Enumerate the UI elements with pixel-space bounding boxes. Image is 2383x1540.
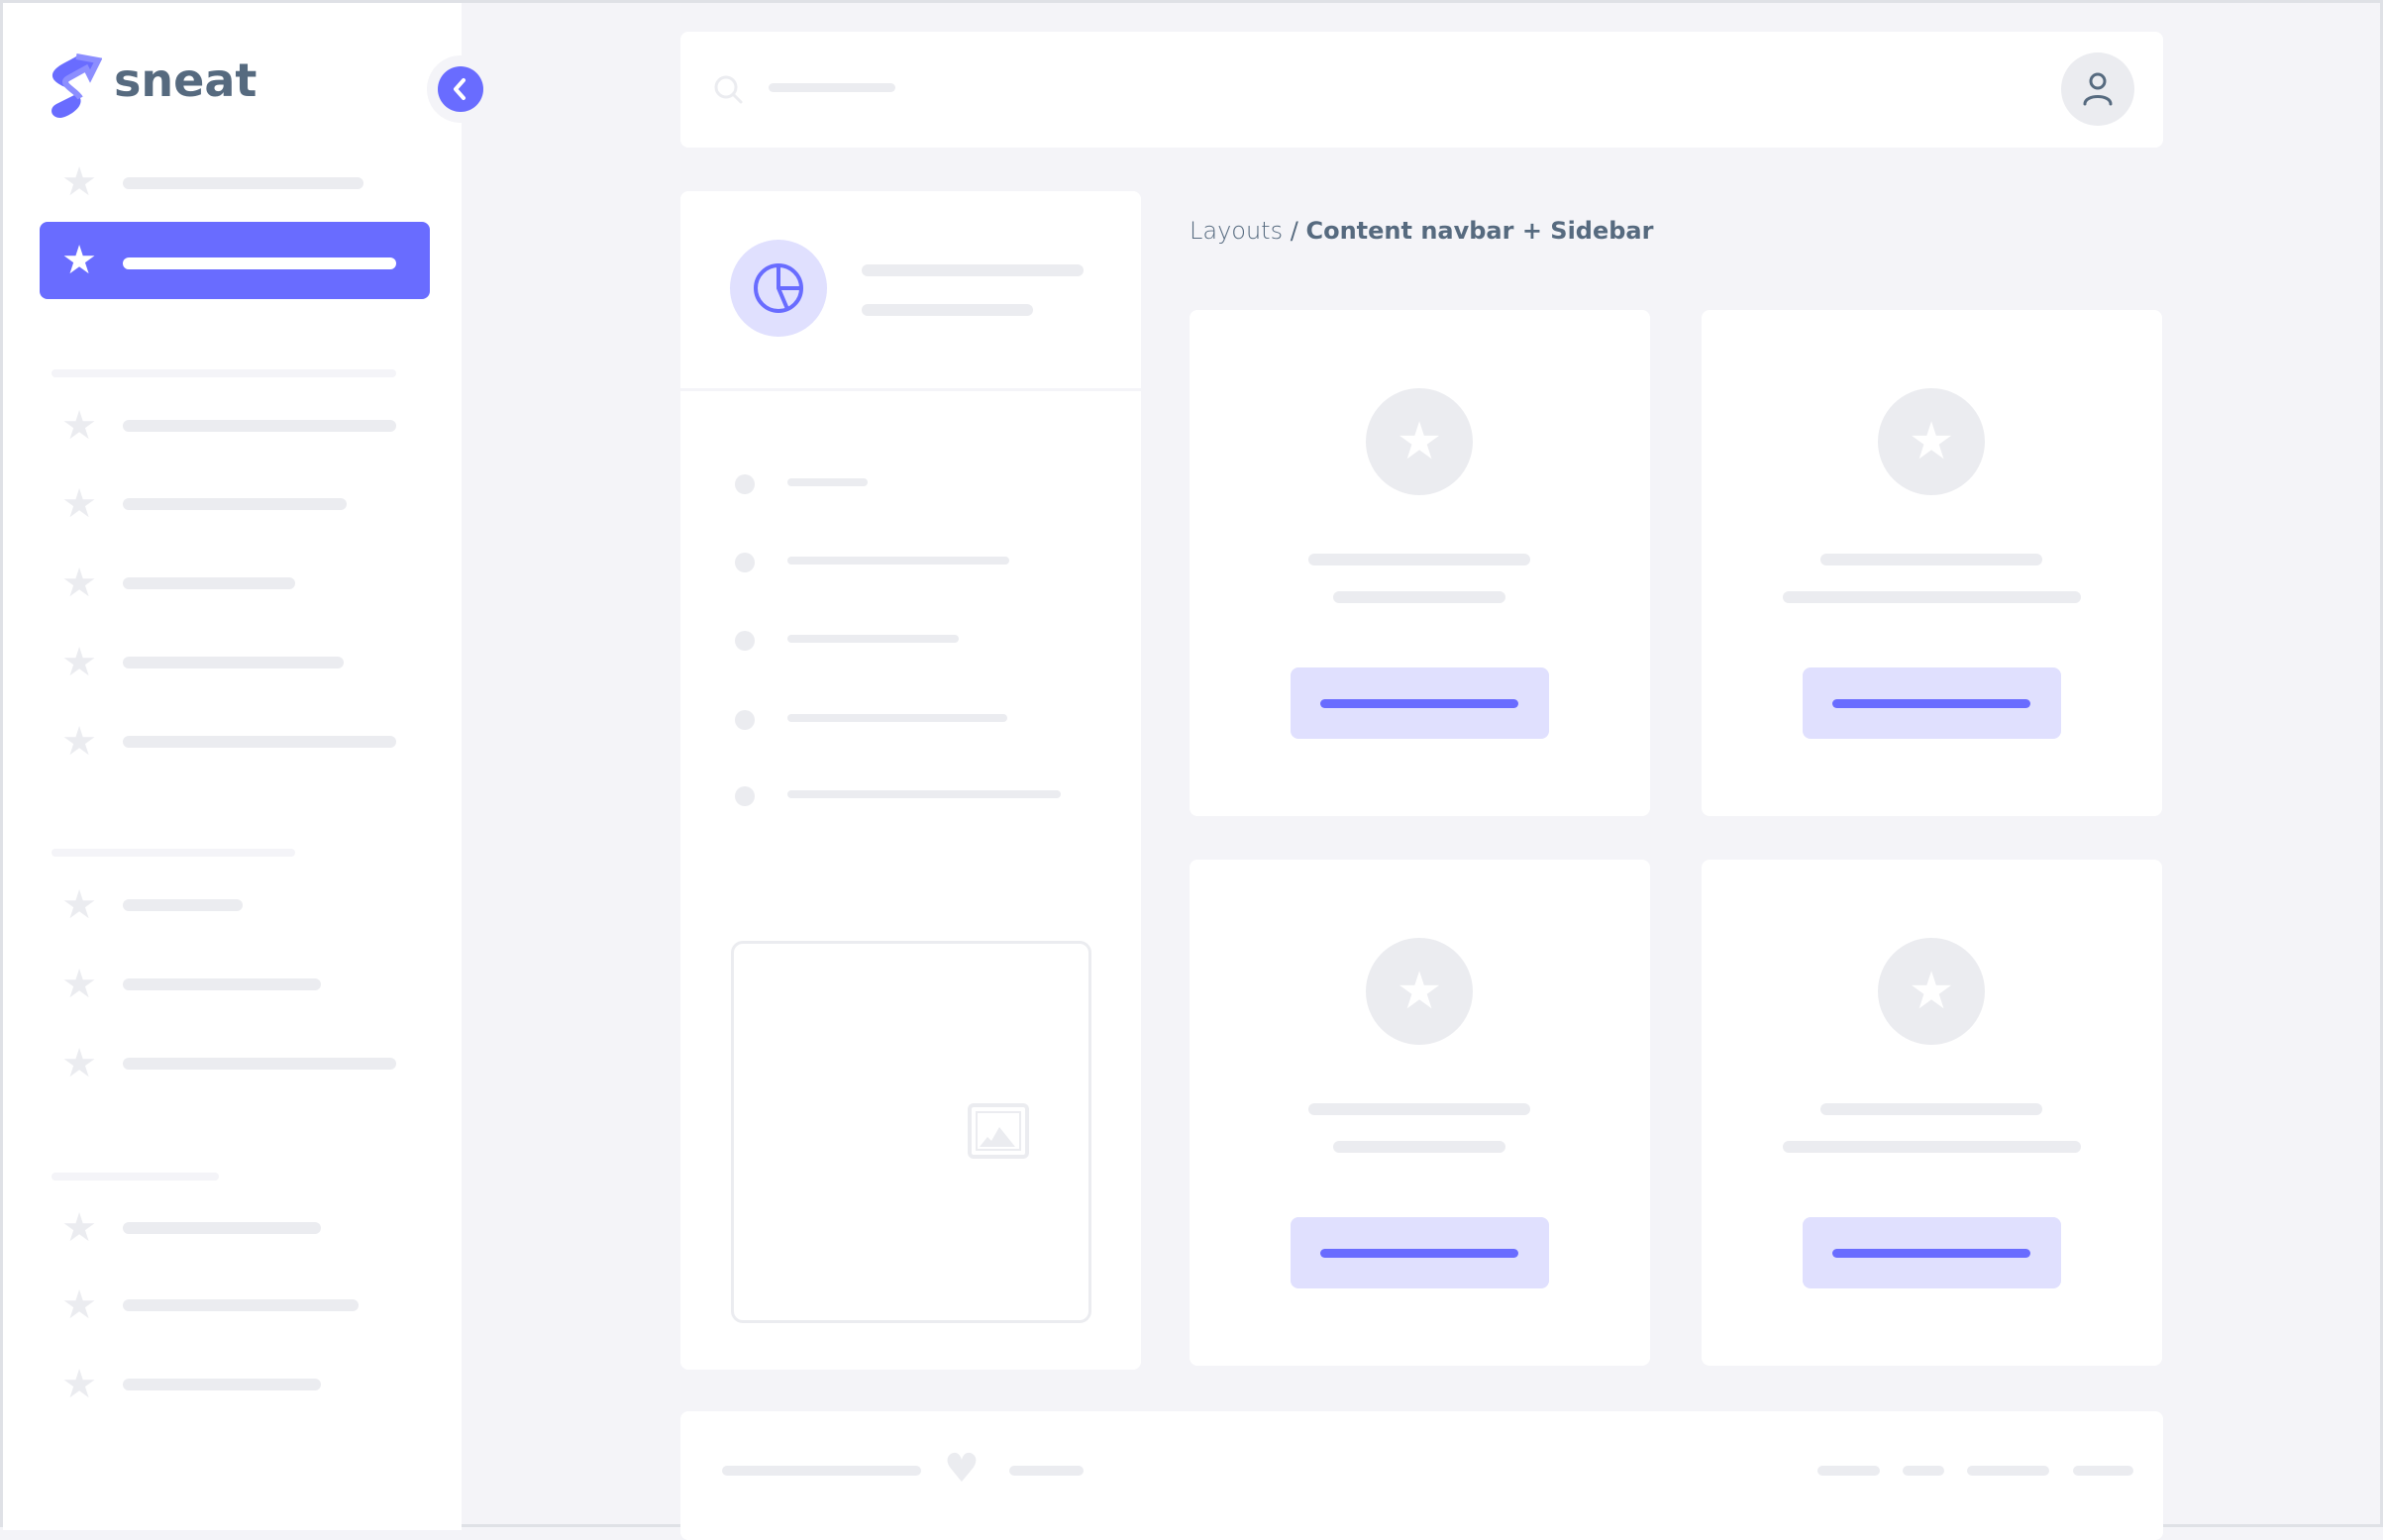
footer-link[interactable] <box>2073 1466 2133 1476</box>
list-item[interactable] <box>787 557 1009 565</box>
card-text-skeleton <box>1783 1141 2081 1153</box>
card-button[interactable] <box>1291 667 1549 739</box>
panel-subtitle-skeleton <box>862 304 1033 316</box>
search-icon[interactable] <box>713 74 745 106</box>
menu-section-header <box>52 1173 219 1181</box>
menu-item-active[interactable]: ★ <box>40 222 430 299</box>
list-item[interactable] <box>787 478 868 486</box>
breadcrumb-current: Content navbar + Sidebar <box>1305 217 1654 245</box>
star-icon: ★ <box>61 481 97 527</box>
star-icon: ★ <box>61 238 97 283</box>
menu-item-skeleton[interactable] <box>123 657 344 668</box>
star-icon: ★ <box>1878 938 1985 1045</box>
menu-item-skeleton[interactable] <box>123 978 321 990</box>
menu-item-skeleton[interactable] <box>123 1058 396 1070</box>
list-bullet <box>735 474 755 494</box>
sneat-logo-icon <box>52 53 102 118</box>
pie-chart-icon <box>754 263 803 313</box>
list-bullet <box>735 786 755 806</box>
star-icon: ★ <box>61 640 97 685</box>
card-text-skeleton <box>1783 591 2081 603</box>
card-title-skeleton <box>1308 1103 1530 1115</box>
menu-item-skeleton[interactable] <box>123 577 295 589</box>
menu-item-skeleton[interactable] <box>123 736 396 748</box>
divider <box>680 388 1141 391</box>
content-card: ★ <box>1702 310 2162 816</box>
card-title-skeleton <box>1820 554 2042 565</box>
breadcrumb: Layouts / Content navbar + Sidebar <box>1190 215 1653 247</box>
star-icon: ★ <box>61 962 97 1007</box>
panel-avatar <box>730 240 827 337</box>
image-placeholder <box>731 941 1091 1323</box>
list-bullet <box>735 553 755 572</box>
star-icon: ★ <box>61 159 97 205</box>
star-icon: ★ <box>61 1362 97 1407</box>
content-card: ★ <box>1702 860 2162 1366</box>
list-item[interactable] <box>787 714 1007 722</box>
user-icon <box>2083 72 2113 106</box>
footer-link[interactable] <box>1903 1466 1944 1476</box>
menu-item-skeleton[interactable] <box>123 177 363 189</box>
image-icon <box>968 1103 1029 1159</box>
list-item[interactable] <box>787 635 959 643</box>
navbar <box>680 32 2163 148</box>
sidebar: sneat ★ ★ ★ ★ ★ ★ ★ ★ ★ ★ ★ ★ ★ <box>3 3 462 1530</box>
card-title-skeleton <box>1308 554 1530 565</box>
star-icon: ★ <box>61 403 97 449</box>
brand-name: sneat <box>114 53 258 107</box>
star-icon: ★ <box>61 1283 97 1328</box>
breadcrumb-separator: / <box>1290 217 1298 245</box>
menu-item-skeleton[interactable] <box>123 1379 321 1390</box>
footer-text-skeleton <box>722 1466 921 1476</box>
panel-title-skeleton <box>862 264 1084 276</box>
star-icon: ★ <box>61 561 97 606</box>
star-icon: ★ <box>1366 388 1473 495</box>
star-icon: ★ <box>61 1205 97 1251</box>
content-card: ★ <box>1190 310 1650 816</box>
star-icon: ★ <box>61 719 97 765</box>
footer-link[interactable] <box>1009 1466 1084 1476</box>
heart-icon: ♥ <box>944 1446 980 1491</box>
star-icon: ★ <box>1366 938 1473 1045</box>
menu-item-skeleton[interactable] <box>123 498 347 510</box>
star-icon: ★ <box>61 882 97 928</box>
menu-section-header <box>52 849 295 857</box>
chevron-left-icon[interactable] <box>438 66 483 112</box>
footer-link[interactable] <box>1817 1466 1880 1476</box>
card-button[interactable] <box>1803 1217 2061 1288</box>
list-bullet <box>735 631 755 651</box>
star-icon: ★ <box>1878 388 1985 495</box>
star-icon: ★ <box>61 1041 97 1086</box>
menu-item-label-skeleton <box>123 257 396 269</box>
content-card: ★ <box>1190 860 1650 1366</box>
breadcrumb-parent[interactable]: Layouts <box>1190 217 1284 245</box>
list-bullet <box>735 710 755 730</box>
card-title-skeleton <box>1820 1103 2042 1115</box>
user-avatar[interactable] <box>2061 52 2134 126</box>
menu-item-skeleton[interactable] <box>123 420 396 432</box>
menu-item-skeleton[interactable] <box>123 899 243 911</box>
card-button[interactable] <box>1803 667 2061 739</box>
list-item[interactable] <box>787 790 1061 798</box>
footer-link[interactable] <box>1967 1466 2049 1476</box>
card-text-skeleton <box>1333 1141 1505 1153</box>
menu-section-header <box>52 369 396 377</box>
side-panel <box>680 191 1141 1370</box>
card-text-skeleton <box>1333 591 1505 603</box>
menu-item-skeleton[interactable] <box>123 1222 321 1234</box>
card-button[interactable] <box>1291 1217 1549 1288</box>
menu-item-skeleton[interactable] <box>123 1299 359 1311</box>
collapse-toggle[interactable] <box>427 55 494 123</box>
search-input[interactable] <box>769 83 895 92</box>
footer: ♥ <box>680 1411 2163 1540</box>
